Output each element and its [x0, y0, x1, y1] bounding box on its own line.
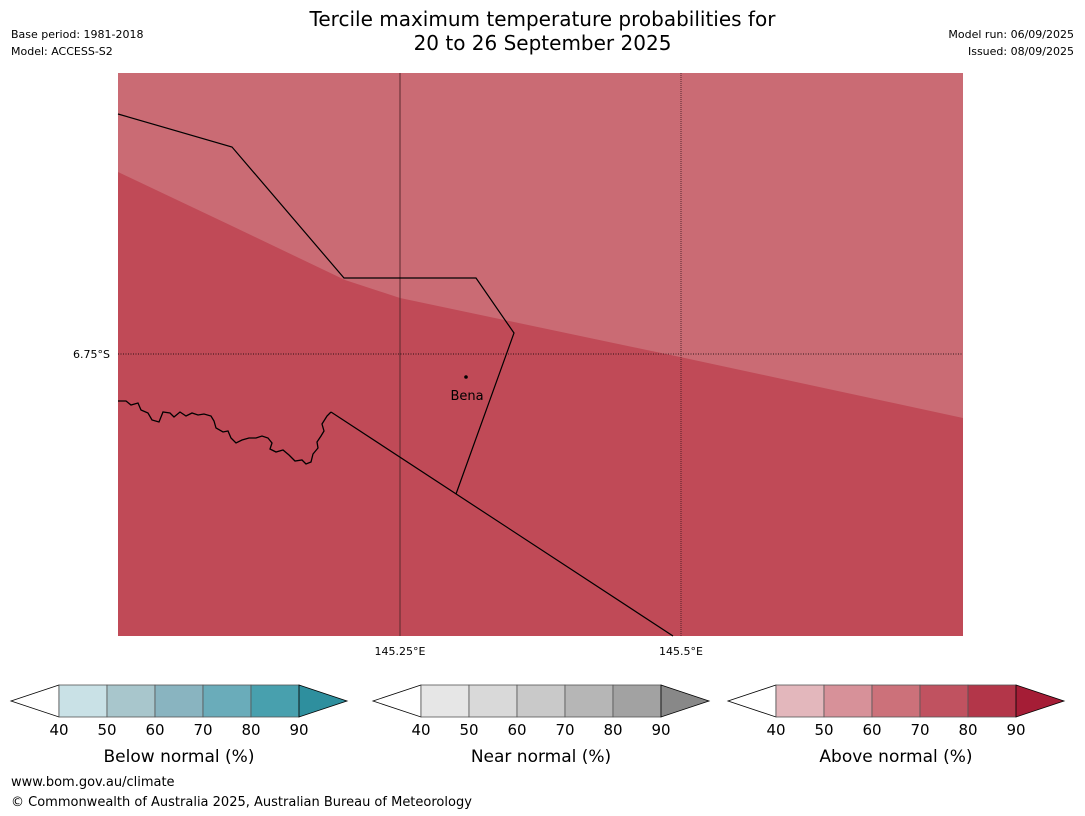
colorbar-tick-label: 90 — [651, 721, 670, 739]
colorbar-tick-label: 60 — [862, 721, 881, 739]
colorbar-tick-label: 40 — [411, 721, 430, 739]
colorbar-tick-label: 90 — [289, 721, 308, 739]
colorbar-max-extend — [660, 684, 711, 718]
colorbar-tick-label: 50 — [97, 721, 116, 739]
map-title: Tercile maximum temperature probabilitie… — [0, 7, 1085, 55]
lon-label: 145.25°E — [375, 645, 426, 658]
colorbar-tick-label: 90 — [1006, 721, 1025, 739]
colorbar-tick-label: 80 — [958, 721, 977, 739]
bena-location-marker — [464, 375, 468, 379]
colorbar-segment — [58, 684, 108, 718]
colorbar-segment — [775, 684, 825, 718]
colorbar-segment — [823, 684, 873, 718]
colorbar: 40 50 60 70 80 90 Below normal (%) — [9, 684, 349, 767]
colorbar-max-extend — [1015, 684, 1066, 718]
colorbar-max-extend — [298, 684, 349, 718]
lat-label: 6.75°S — [73, 348, 110, 361]
probability-map[interactable]: Bena 6.75°S 145.25°E 145.5°E — [0, 0, 1085, 665]
colorbar-min-extend — [726, 684, 777, 718]
colorbar-tick-label: 40 — [766, 721, 785, 739]
colorbar-title: Below normal (%) — [104, 747, 255, 767]
colorbar-segment — [468, 684, 518, 718]
colorbar-min-extend — [9, 684, 60, 718]
colorbar-segment — [612, 684, 662, 718]
above-60-70-zone — [118, 73, 963, 418]
legend-colorbars: 40 50 60 70 80 90 Below normal (%) 40 50 60 70 80 90… — [9, 684, 1066, 767]
colorbar-segment — [871, 684, 921, 718]
meta-left: Base period: 1981-2018 Model: ACCESS-S2 — [11, 26, 143, 60]
colorbar-tick-label: 70 — [910, 721, 929, 739]
colorbar-tick-label: 50 — [814, 721, 833, 739]
colorbar-segment — [967, 684, 1017, 718]
colorbar-tick-label: 70 — [555, 721, 574, 739]
district-boundary — [117, 113, 515, 495]
footer-copyright: © Commonwealth of Australia 2025, Austra… — [11, 795, 472, 810]
colorbar-tick-label: 40 — [49, 721, 68, 739]
coastline — [118, 400, 332, 465]
province-boundary — [330, 411, 674, 637]
base-period: Base period: 1981-2018 — [11, 28, 144, 41]
colorbar-min-extend — [371, 684, 422, 718]
colorbar-segment — [250, 684, 300, 718]
colorbar-segment — [154, 684, 204, 718]
title-line-2: 20 to 26 September 2025 — [413, 31, 672, 55]
colorbar-tick-label: 80 — [241, 721, 260, 739]
colorbar-tick-label: 70 — [193, 721, 212, 739]
colorbar-tick-label: 50 — [459, 721, 478, 739]
colorbar-segment — [516, 684, 566, 718]
colorbar-tick-label: 60 — [507, 721, 526, 739]
colorbar-segment — [106, 684, 156, 718]
colorbar-segment — [564, 684, 614, 718]
colorbar-segment — [919, 684, 969, 718]
colorbar-tick-label: 60 — [145, 721, 164, 739]
colorbar-segment — [420, 684, 470, 718]
colorbar-tick-label: 80 — [603, 721, 622, 739]
colorbar-segment — [202, 684, 252, 718]
model-name: Model: ACCESS-S2 — [11, 45, 113, 58]
issued-date: Issued: 08/09/2025 — [967, 45, 1074, 58]
footer-url[interactable]: www.bom.gov.au/climate — [11, 775, 175, 790]
place-label-bena: Bena — [450, 389, 483, 404]
colorbar-title: Above normal (%) — [819, 747, 972, 767]
colorbar: 40 50 60 70 80 90 Near normal (%) — [371, 684, 711, 767]
model-run: Model run: 06/09/2025 — [948, 28, 1074, 41]
lon-label: 145.5°E — [659, 645, 703, 658]
colorbar: 40 50 60 70 80 90 Above normal (%) — [726, 684, 1066, 767]
colorbar-title: Near normal (%) — [471, 747, 611, 767]
title-line-1: Tercile maximum temperature probabilitie… — [309, 7, 776, 31]
meta-right: Model run: 06/09/2025 Issued: 08/09/2025 — [948, 26, 1074, 60]
